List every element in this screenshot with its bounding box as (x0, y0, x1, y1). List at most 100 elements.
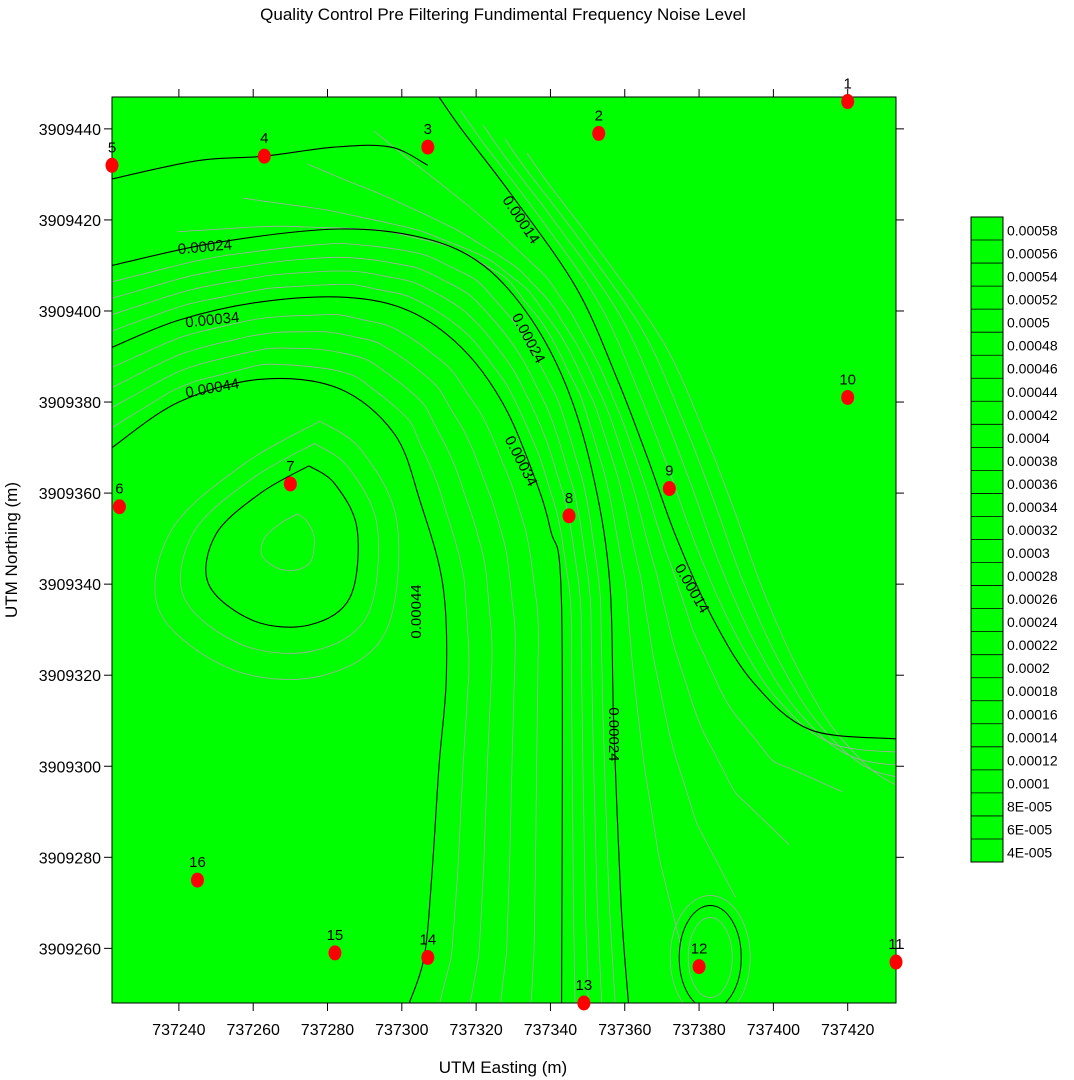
sample-point-13 (577, 995, 591, 1011)
sample-point-label: 7 (286, 458, 294, 475)
x-axis: 737240 737260 737280 737300 737320 737340 7373… (152, 89, 874, 1039)
minor-contour (177, 225, 683, 951)
x-tick-label: 737260 (226, 1022, 279, 1039)
x-tick-label: 737400 (747, 1022, 800, 1039)
minor-contour (112, 243, 616, 1003)
minor-contour (112, 314, 539, 1003)
plot-frame (111, 96, 897, 1004)
minor-contour (112, 347, 493, 1003)
major-contour-0.00024 (112, 228, 630, 1003)
sample-point-8 (562, 508, 576, 524)
sample-point-label: 15 (327, 927, 344, 944)
minor-contour (180, 443, 379, 654)
color-legend: 0.00058 0.00056 0.00054 0.00052 0.0005 0.0004… (970, 216, 1058, 863)
contour-label: 0.00034 (184, 309, 240, 332)
contour-label: 0.00044 (408, 584, 425, 638)
major-contour-0.00034 (112, 296, 563, 1003)
sample-point-label: 6 (115, 481, 123, 498)
y-tick-label: 3909440 (39, 122, 101, 139)
chart-title: Quality Control Pre Filtering Fundimenta… (260, 5, 746, 24)
sample-point-label: 1 (844, 76, 852, 93)
sample-point-4 (257, 148, 271, 164)
legend-label: 0.00044 (1007, 384, 1058, 400)
legend-label: 0.00054 (1007, 269, 1058, 285)
sample-point-5 (105, 157, 119, 173)
sample-point-label: 2 (595, 107, 603, 124)
sample-point-label: 12 (691, 941, 708, 958)
legend-label: 0.00046 (1007, 361, 1058, 377)
x-tick-label: 737280 (301, 1022, 354, 1039)
legend-label: 0.0002 (1007, 660, 1050, 676)
contour-label: 0.00024 (177, 236, 233, 258)
legend-label: 0.00042 (1007, 407, 1058, 423)
y-tick-label: 3909360 (39, 486, 101, 503)
x-tick-label: 737340 (524, 1022, 577, 1039)
legend-label: 0.0004 (1007, 430, 1050, 446)
sample-point-label: 13 (576, 977, 593, 994)
minor-contour (669, 895, 751, 1003)
legend-label: 6E-005 (1007, 821, 1052, 837)
legend-label: 0.00018 (1007, 683, 1058, 699)
minor-contour (308, 164, 790, 845)
x-tick-label: 737360 (598, 1022, 651, 1039)
minor-contour (112, 363, 470, 1003)
legend-label: 0.00026 (1007, 591, 1058, 607)
sample-point-11 (889, 954, 903, 970)
major-contour-loop (205, 465, 359, 628)
sample-point-label: 14 (419, 931, 436, 948)
y-tick-label: 3909400 (39, 304, 101, 321)
sample-point-9 (662, 481, 676, 497)
minor-contour (526, 152, 896, 786)
legend-label: 0.00056 (1007, 246, 1058, 262)
sample-point-15 (328, 945, 342, 961)
legend-label: 0.00036 (1007, 476, 1058, 492)
minor-contour (242, 197, 736, 898)
y-tick-label: 3909280 (39, 850, 101, 867)
sample-point-label: 5 (108, 139, 116, 156)
legend-label: 8E-005 (1007, 798, 1052, 814)
sample-point-label: 9 (665, 463, 673, 480)
sample-point-1 (841, 94, 855, 110)
y-tick-label: 3909380 (39, 395, 101, 412)
sample-point-label: 4 (260, 130, 268, 147)
legend-label: 0.00028 (1007, 568, 1058, 584)
x-tick-label: 737380 (672, 1022, 725, 1039)
sample-point-2 (592, 125, 606, 141)
y-axis-label: UTM Northing (m) (2, 482, 21, 618)
minor-contour (687, 917, 733, 998)
sample-point-label: 3 (424, 121, 432, 138)
legend-label: 0.0005 (1007, 315, 1050, 331)
major-contour-0.00044 (112, 377, 448, 1003)
y-tick-label: 3909420 (39, 213, 101, 230)
plot-border (111, 96, 897, 1004)
sample-point-label: 16 (189, 854, 206, 871)
legend-label: 0.00034 (1007, 499, 1058, 515)
contour-label: 0.00024 (605, 707, 622, 761)
legend-label: 0.0003 (1007, 545, 1050, 561)
minor-contour (373, 130, 843, 793)
minor-contour (260, 513, 315, 571)
major-contour-lines (112, 97, 896, 1003)
x-tick-label: 737420 (821, 1022, 874, 1039)
legend-label: 0.00058 (1007, 223, 1058, 239)
minor-contour (154, 420, 400, 680)
sample-point-label: 11 (888, 936, 904, 953)
plot-fill (112, 97, 896, 1003)
minor-contour (112, 270, 589, 1003)
x-axis-label: UTM Easting (m) (439, 1058, 567, 1077)
legend-label: 0.00048 (1007, 338, 1058, 354)
legend-label: 4E-005 (1007, 844, 1052, 860)
major-contour-0.00024 (112, 144, 429, 180)
plot-area (112, 97, 896, 1003)
minor-contour (460, 110, 896, 753)
major-contour (678, 904, 742, 1003)
legend-label: 0.00014 (1007, 729, 1058, 745)
y-tick-label: 3909260 (39, 941, 101, 958)
y-axis: 3909260 3909280 3909300 3909320 3909340 39093… (39, 122, 904, 958)
sample-point-14 (421, 949, 435, 965)
legend-label: 0.00012 (1007, 752, 1058, 768)
minor-contour (112, 331, 516, 1003)
minor-contour (112, 283, 576, 1003)
